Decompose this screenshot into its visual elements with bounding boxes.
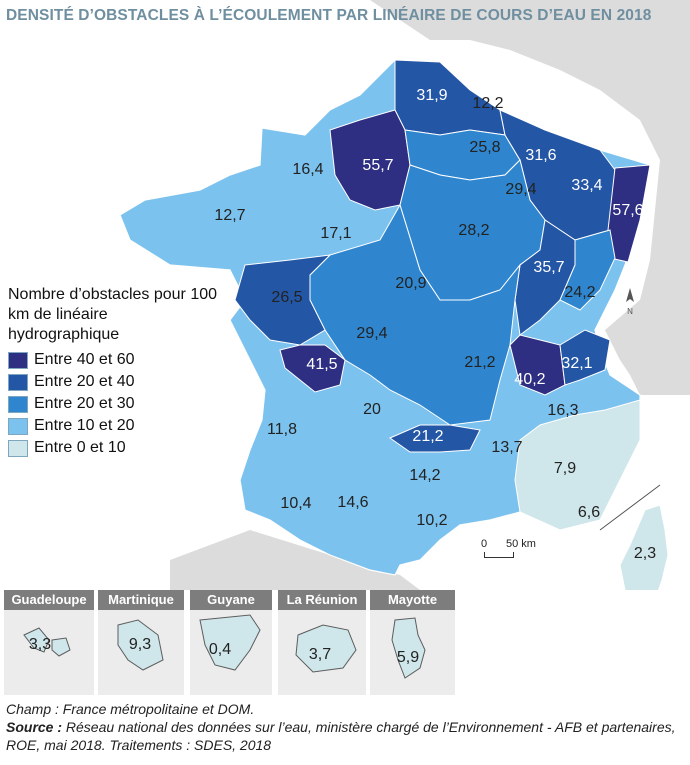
region-value-label: 29,4 xyxy=(356,325,388,342)
region-value-label: 24,2 xyxy=(564,284,596,301)
legend-label: Entre 10 et 20 xyxy=(34,417,135,434)
region-value-label: 41,5 xyxy=(306,356,338,373)
region-value-label: 6,6 xyxy=(577,504,601,521)
dom-island-shape xyxy=(295,624,357,673)
legend: Nombre d’obstacles pour 100 km de linéai… xyxy=(8,285,218,459)
dom-value-label: 3,7 xyxy=(308,646,332,663)
dom-value-label: 5,9 xyxy=(396,649,420,666)
source-label: Source : xyxy=(6,719,63,735)
dom-inset-title: Guadeloupe xyxy=(4,590,94,610)
region-value-label: 32,1 xyxy=(561,355,593,372)
region-value-label: 17,1 xyxy=(320,225,352,242)
region-value-label: 25,8 xyxy=(469,139,501,156)
legend-rows: Entre 40 et 60 Entre 20 et 40 Entre 20 et … xyxy=(8,349,218,459)
dom-inset: Guadeloupe 3,3 xyxy=(4,590,94,695)
region-value-label: 35,7 xyxy=(533,259,565,276)
region-value-label: 11,8 xyxy=(267,421,297,438)
region-57-6 xyxy=(607,164,651,263)
legend-row: Entre 20 et 30 xyxy=(8,393,218,415)
legend-row: Entre 10 et 20 xyxy=(8,415,218,437)
source-text: Réseau national des données sur l’eau, m… xyxy=(6,719,676,753)
dom-inset-title: La Réunion xyxy=(278,590,366,610)
region-value-label: 28,2 xyxy=(458,222,490,239)
legend-label: Entre 40 et 60 xyxy=(34,351,135,368)
legend-swatch xyxy=(8,439,28,457)
region-value-label: 21,2 xyxy=(464,354,496,371)
dom-island-shape xyxy=(199,614,261,671)
dom-island-shape xyxy=(117,619,164,671)
legend-swatch xyxy=(8,417,28,435)
region-value-label: 20 xyxy=(363,401,381,418)
footer: Champ : France métropolitaine et DOM. So… xyxy=(6,700,690,754)
region-south-21-2 xyxy=(388,424,481,453)
dom-value-label: 9,3 xyxy=(128,636,152,653)
region-value-label: 33,4 xyxy=(571,177,603,194)
region-value-label: 16,3 xyxy=(547,402,579,419)
dom-value-label: 3,3 xyxy=(28,636,52,653)
region-value-label: 40,2 xyxy=(514,371,546,388)
region-value-label: 31,9 xyxy=(416,87,448,104)
north-arrow-icon: N xyxy=(626,288,634,316)
neighbour-land xyxy=(370,0,690,395)
north-label: N xyxy=(627,307,633,316)
legend-row: Entre 20 et 40 xyxy=(8,371,218,393)
region-value-label: 20,9 xyxy=(395,275,427,292)
dom-value-label: 0,4 xyxy=(208,641,232,658)
scale-line xyxy=(484,552,514,558)
footer-source: Source : Réseau national des données sur… xyxy=(6,718,690,754)
region-value-label: 31,6 xyxy=(525,147,557,164)
dom-island-shape xyxy=(23,627,71,657)
region-26-5 xyxy=(234,254,332,346)
corsica-divider xyxy=(599,484,661,531)
map-title: DENSITÉ D’OBSTACLES À L’ÉCOULEMENT PAR L… xyxy=(6,7,652,24)
region-value-label: 12,2 xyxy=(472,95,504,112)
metropolitan-map xyxy=(119,0,690,590)
region-provence xyxy=(514,399,641,531)
region-value-label: 29,4 xyxy=(505,181,537,198)
legend-swatch xyxy=(8,395,28,413)
legend-title: Nombre d’obstacles pour 100 km de linéai… xyxy=(8,286,218,343)
region-value-label: 10,2 xyxy=(416,512,448,529)
region-value-label: 7,9 xyxy=(553,460,577,477)
legend-swatch xyxy=(8,351,28,369)
dom-inset-title: Martinique xyxy=(98,590,184,610)
region-value-label: 14,6 xyxy=(337,494,369,511)
dom-inset: Mayotte 5,9 xyxy=(370,590,455,695)
scale-km: 50 km xyxy=(506,538,536,550)
region-32-1 xyxy=(559,329,611,386)
dom-inset-title: Guyane xyxy=(190,590,272,610)
legend-label: Entre 20 et 30 xyxy=(34,395,135,412)
region-value-label: 57,6 xyxy=(612,202,644,219)
dom-island-shape xyxy=(391,617,426,679)
region-value-label: 16,4 xyxy=(292,161,324,178)
corsica xyxy=(619,504,669,590)
region-center-west xyxy=(309,203,521,426)
neighbour-land-spain xyxy=(170,530,420,590)
region-value-label: 14,2 xyxy=(409,467,441,484)
dom-inset: La Réunion 3,7 xyxy=(278,590,366,695)
footer-champ: Champ : France métropolitaine et DOM. xyxy=(6,701,255,717)
region-value-label: 12,7 xyxy=(214,207,246,224)
region-24-2 xyxy=(559,229,616,311)
legend-row: Entre 40 et 60 xyxy=(8,349,218,371)
legend-row: Entre 0 et 10 xyxy=(8,437,218,459)
region-value-label: 13,7 xyxy=(491,439,523,456)
region-value-label: 26,5 xyxy=(271,289,303,306)
dom-inset-title: Mayotte xyxy=(370,590,455,610)
legend-label: Entre 0 et 10 xyxy=(34,439,126,456)
dom-inset: Guyane 0,4 xyxy=(190,590,272,695)
legend-swatch xyxy=(8,373,28,391)
legend-label: Entre 20 et 40 xyxy=(34,373,135,390)
region-value-label: 10,4 xyxy=(280,495,312,512)
region-value-label: 2,3 xyxy=(633,545,657,562)
region-value-label: 55,7 xyxy=(362,157,394,174)
dom-inset: Martinique 9,3 xyxy=(98,590,184,695)
region-value-label: 21,2 xyxy=(412,428,444,445)
scale-zero: 0 xyxy=(481,538,488,550)
region-41-5 xyxy=(279,344,346,393)
